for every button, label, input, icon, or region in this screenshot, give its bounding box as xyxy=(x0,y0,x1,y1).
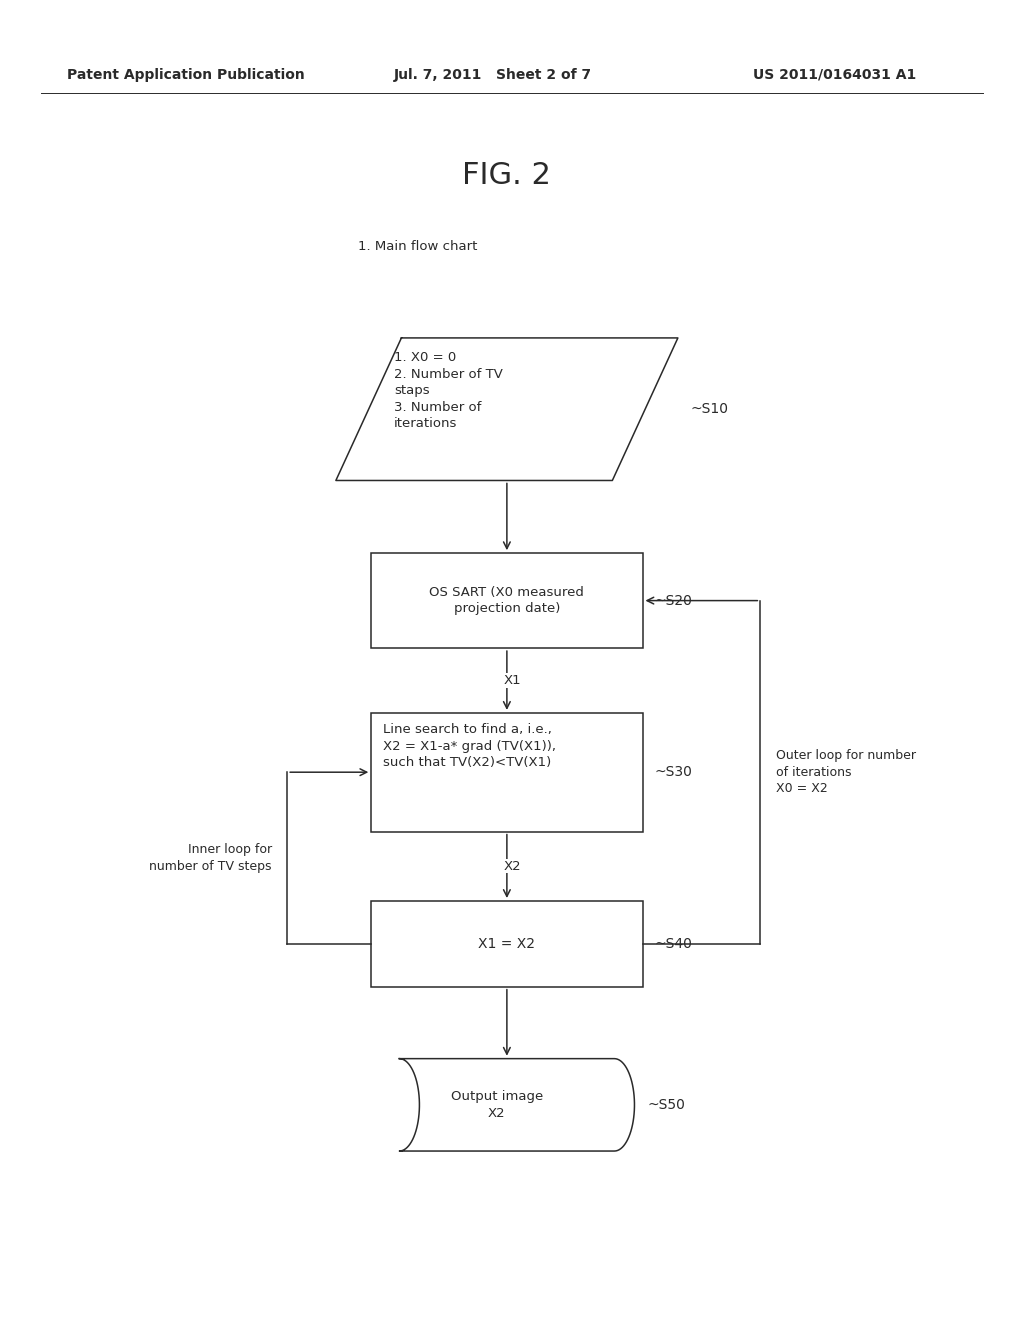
Text: Line search to find a, i.e.,
X2 = X1-a* grad (TV(X1)),
such that TV(X2)<TV(X1): Line search to find a, i.e., X2 = X1-a* … xyxy=(383,723,556,770)
Text: ~S30: ~S30 xyxy=(655,766,692,779)
Text: X1: X1 xyxy=(503,675,521,686)
Text: ~S10: ~S10 xyxy=(690,403,728,416)
Text: 1. Main flow chart: 1. Main flow chart xyxy=(358,240,478,253)
Bar xyxy=(371,902,643,987)
Text: Patent Application Publication: Patent Application Publication xyxy=(67,69,304,82)
Text: Output image
X2: Output image X2 xyxy=(451,1090,543,1119)
Bar xyxy=(371,713,643,832)
Text: X2: X2 xyxy=(503,859,521,873)
Bar xyxy=(371,553,643,648)
Text: Outer loop for number
of iterations
X0 = X2: Outer loop for number of iterations X0 =… xyxy=(776,750,915,795)
Text: ~S20: ~S20 xyxy=(655,594,692,607)
Text: ~S50: ~S50 xyxy=(647,1098,685,1111)
Text: FIG. 2: FIG. 2 xyxy=(463,161,551,190)
Text: OS SART (X0 measured
projection date): OS SART (X0 measured projection date) xyxy=(429,586,585,615)
Polygon shape xyxy=(336,338,678,480)
Text: ~S40: ~S40 xyxy=(655,937,692,950)
Text: Jul. 7, 2011   Sheet 2 of 7: Jul. 7, 2011 Sheet 2 of 7 xyxy=(394,69,592,82)
Polygon shape xyxy=(399,1059,635,1151)
Text: X1 = X2: X1 = X2 xyxy=(478,937,536,950)
Text: Inner loop for
number of TV steps: Inner loop for number of TV steps xyxy=(150,843,271,873)
Text: 1. X0 = 0
2. Number of TV
staps
3. Number of
iterations: 1. X0 = 0 2. Number of TV staps 3. Numbe… xyxy=(394,351,503,430)
Text: US 2011/0164031 A1: US 2011/0164031 A1 xyxy=(753,69,915,82)
